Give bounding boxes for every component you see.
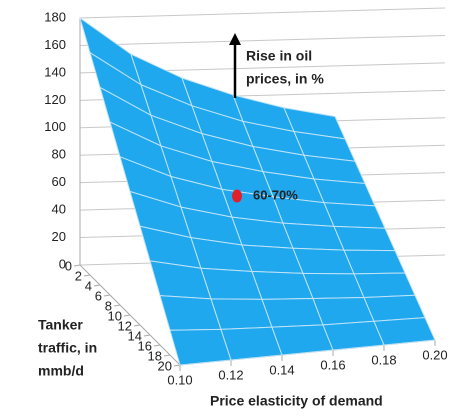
surface-cell [323, 202, 386, 229]
tick-mark [123, 314, 131, 317]
z-tick-label: 120 [44, 92, 66, 107]
x-tick-label: 0.16 [320, 357, 345, 372]
y-tick-label: 16 [138, 338, 152, 353]
tick-mark [73, 264, 81, 267]
z-tick-label: 140 [44, 64, 66, 79]
x-tick-label: 0.14 [269, 362, 294, 377]
tick-mark [163, 354, 171, 357]
tick-mark [143, 334, 151, 337]
surface-cell [169, 328, 232, 366]
tick-mark [173, 364, 181, 367]
surface-cell [261, 297, 324, 328]
y-tick-label: 14 [128, 328, 142, 343]
tick-mark [113, 304, 121, 307]
annotation-dot [232, 189, 242, 203]
z-tick-label: 180 [44, 9, 66, 24]
y-tick-label: 12 [118, 318, 132, 333]
z-axis-label: Rise in oil [246, 48, 312, 64]
x-tick-label: 0.18 [371, 352, 396, 367]
surface-cell [353, 272, 416, 299]
grid-line [79, 7, 446, 19]
annotation: 60-70% [253, 187, 298, 202]
surface-cell [333, 225, 396, 252]
tick-mark [133, 324, 141, 327]
surface-cell [210, 298, 273, 330]
surface-cell [322, 320, 385, 351]
z-axis-label: prices, in % [246, 71, 324, 87]
surface-cell [220, 326, 283, 361]
x-tick-label: 0.12 [218, 367, 243, 382]
y-tick-label: 4 [85, 278, 92, 293]
y-tick-label: 0 [65, 258, 72, 273]
y-axis-label: mmb/d [38, 363, 84, 379]
y-tick-label: 20 [158, 358, 172, 373]
z-tick-label: 160 [44, 37, 66, 52]
z-tick-label: 40 [52, 202, 66, 217]
tick-mark [103, 294, 111, 297]
surface-cell [312, 297, 375, 326]
x-tick-label: 0.10 [167, 372, 192, 387]
z-tick-label: 60 [52, 174, 66, 189]
tick-mark [93, 284, 101, 287]
tick-mark [153, 344, 161, 347]
z-tick-label: 20 [52, 229, 66, 244]
grid-line [79, 34, 446, 46]
x-axis-label: Price elasticity of demand [210, 393, 383, 409]
y-axis-label: traffic, in [38, 340, 97, 356]
surface-cell [271, 324, 334, 356]
surface-cell [363, 294, 426, 322]
surface-cell [343, 249, 406, 275]
tick-mark [83, 274, 91, 277]
y-tick-label: 10 [108, 308, 122, 323]
y-tick-label: 18 [148, 348, 162, 363]
arrow-head [229, 33, 241, 45]
y-tick-label: 6 [95, 288, 102, 303]
z-tick-label: 0 [59, 256, 66, 271]
y-axis-label: Tanker [38, 317, 83, 333]
z-tick-label: 80 [52, 147, 66, 162]
x-tick-label: 0.20 [422, 347, 447, 362]
z-tick-label: 100 [44, 119, 66, 134]
surface-cell [313, 178, 376, 207]
y-tick-label: 2 [75, 268, 82, 283]
surface-cell [373, 317, 436, 346]
y-tick-label: 8 [105, 298, 112, 313]
